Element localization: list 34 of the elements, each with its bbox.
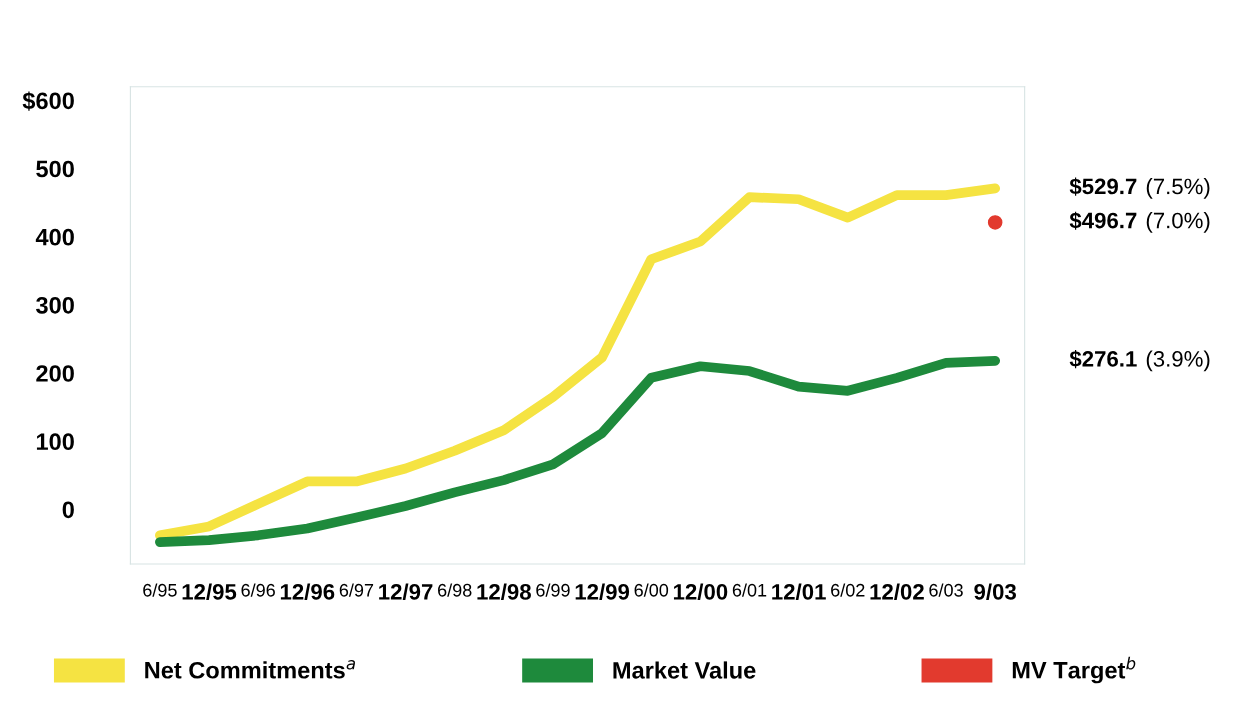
y-tick-label: 300 [36, 296, 74, 314]
y-tick-label: 0 [62, 501, 74, 519]
x-tick-label: 6/01 [732, 583, 767, 597]
x-tick-label: 6/95 [143, 583, 177, 597]
y-tick-label: $600 [22, 91, 74, 111]
x-tick-label: 9/03 [974, 583, 1016, 600]
x-tick-label: 12/95 [182, 583, 237, 600]
y-tick-label: 200 [36, 365, 74, 382]
legend-label: Market Value [613, 661, 756, 679]
y-tick-label: 100 [36, 433, 74, 451]
text: $276.1 [1069, 350, 1137, 369]
y-tick-label: 400 [35, 228, 74, 246]
x-tick-label: 12/99 [575, 583, 630, 600]
x-tick-label: 12/98 [477, 583, 531, 600]
x-tick-label: 12/02 [870, 583, 924, 600]
x-tick-label: 12/97 [379, 583, 433, 600]
x-tick-label: 12/00 [673, 583, 728, 600]
legend-label: Net Commitments$^{a}$ [145, 660, 355, 679]
x-tick-label: 6/00 [634, 583, 669, 597]
x-tick-label: 6/97 [339, 583, 374, 597]
text: (7.0%) [1146, 212, 1210, 233]
legend-label: MV Target$^{b}$ [1012, 656, 1136, 684]
x-tick-label: 6/02 [831, 583, 865, 597]
text: $529.7 [1069, 177, 1137, 196]
text: (3.9%) [1146, 350, 1210, 372]
text: $496.7 [1069, 211, 1137, 230]
y-tick-label: 500 [36, 160, 74, 178]
text: (7.5%) [1146, 177, 1210, 199]
x-tick-label: 6/03 [929, 583, 963, 597]
x-tick-label: 6/98 [438, 583, 472, 597]
x-tick-label: 6/96 [241, 583, 275, 597]
x-tick-label: 12/01 [772, 583, 826, 600]
x-tick-label: 6/99 [536, 583, 570, 597]
x-tick-label: 12/96 [280, 583, 335, 600]
